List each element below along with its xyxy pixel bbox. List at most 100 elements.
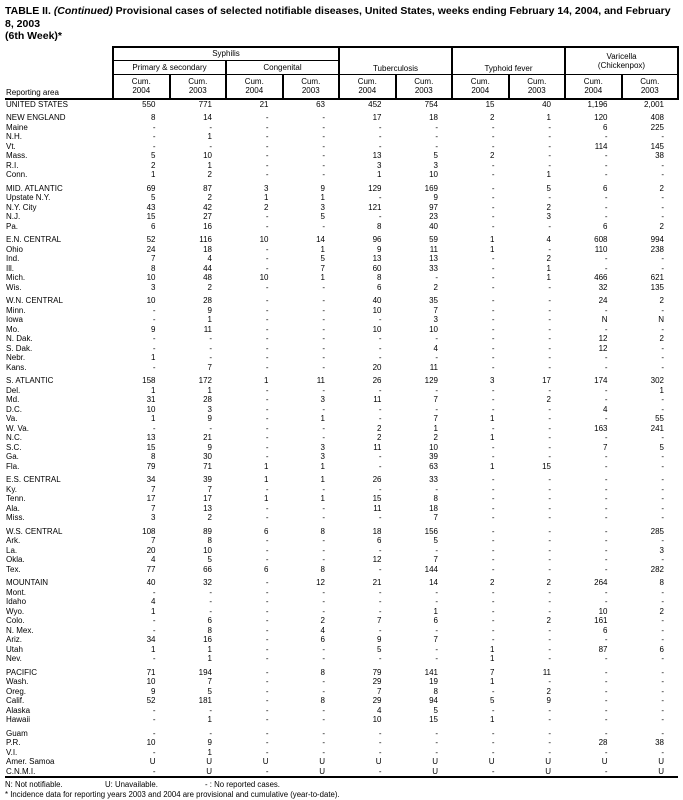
table-title-number: TABLE II.	[5, 5, 54, 17]
value-cell: 3	[151, 513, 156, 522]
value-cell: 608	[594, 235, 608, 244]
reporting-area-cell: Iowa	[6, 315, 23, 324]
value-cell: -	[265, 644, 269, 654]
value-cell: 4	[546, 235, 551, 244]
value-cell: 23	[429, 212, 438, 221]
value-cell: -	[661, 353, 664, 362]
table-title-continued: (Continued)	[53, 5, 113, 17]
value-cell: -	[491, 616, 495, 625]
value-cell: 1	[264, 461, 269, 471]
value-cell: -	[604, 715, 608, 724]
value-cell: -	[265, 705, 269, 715]
value-cell: 1	[207, 715, 212, 724]
value-cell: 1	[490, 677, 495, 686]
value-cell: -	[548, 654, 551, 663]
table-row: P.R. 10 9 - - - - - - 28 38	[5, 738, 678, 748]
value-cell: -	[265, 296, 269, 305]
value-cell: -	[604, 212, 608, 221]
value-cell: -	[322, 715, 325, 724]
value-cell: 18	[203, 244, 212, 254]
value-cell: 10	[203, 545, 212, 555]
value-cell: -	[548, 475, 551, 484]
value-cell: -	[548, 296, 551, 305]
value-cell: 66	[203, 564, 212, 574]
value-cell: 8	[659, 578, 664, 587]
value-cell: 40	[372, 296, 382, 305]
value-cell: 14	[429, 578, 438, 587]
table-row: N.H. - 1 - - - - - - - -	[5, 132, 678, 142]
value-cell: -	[604, 597, 608, 606]
value-cell: -	[604, 747, 608, 757]
value-cell: 7	[433, 414, 438, 423]
value-cell: -	[548, 644, 551, 654]
reporting-area-cell: V.I.	[6, 747, 18, 757]
value-cell: 7	[490, 667, 495, 677]
footnote-incidence-note: * Incidence data for reporting years 200…	[5, 790, 340, 799]
value-cell: 8	[151, 452, 156, 461]
footnote-no-reported-cases: - : No reported cases.	[205, 780, 280, 789]
value-cell: -	[378, 193, 382, 202]
value-cell: -	[491, 404, 495, 414]
reporting-area-cell: Miss.	[6, 513, 25, 522]
value-cell: 13	[146, 433, 156, 442]
value-cell: -	[152, 141, 156, 151]
value-cell: 28	[598, 738, 608, 747]
value-cell: 9	[377, 635, 382, 644]
value-cell: 17	[203, 494, 212, 503]
value-cell: -	[322, 296, 325, 305]
value-cell: 39	[203, 475, 212, 484]
value-cell: 21	[203, 433, 212, 442]
table-row: Ind. 7 4 - 5 13 13 - 2 - -	[5, 254, 678, 264]
value-cell: 121	[368, 202, 382, 212]
value-cell: -	[491, 315, 495, 324]
value-cell: 5	[151, 151, 156, 160]
value-cell: -	[378, 587, 382, 597]
value-cell: -	[322, 282, 325, 292]
value-cell: -	[661, 494, 664, 503]
value-cell: 2	[659, 334, 664, 343]
value-cell: -	[661, 587, 664, 597]
value-cell: -	[661, 503, 664, 513]
value-cell: 19	[429, 677, 438, 686]
value-cell: -	[548, 705, 551, 715]
value-cell: -	[548, 193, 551, 202]
value-cell: -	[265, 625, 269, 635]
reporting-area-cell: UNITED STATES	[6, 99, 68, 109]
reporting-area-cell: Minn.	[6, 305, 26, 315]
reporting-area-cell: Vt.	[6, 141, 16, 151]
column-header-cum-2003-9: Cum. 2003	[620, 74, 679, 100]
value-cell: -	[265, 587, 269, 597]
value-cell: -	[491, 296, 495, 305]
table-row: V.I. - 1 - - - - - - - -	[5, 748, 678, 758]
varicella-label-line2: (Chickenpox)	[597, 60, 646, 70]
value-cell: -	[435, 597, 438, 606]
value-cell: -	[322, 433, 325, 442]
value-cell: 4	[603, 404, 608, 414]
table-row: Ohio 24 18-1 9 11 1-110 238	[5, 245, 678, 255]
value-cell: -	[604, 587, 608, 597]
value-cell: -	[265, 667, 269, 677]
value-cell: 6	[151, 221, 156, 231]
value-cell: -	[322, 654, 325, 663]
value-cell: 466	[594, 273, 608, 282]
value-cell: 7	[433, 395, 438, 404]
value-cell: -	[322, 545, 325, 555]
value-cell: 302	[650, 376, 664, 385]
value-cell: -	[548, 151, 551, 160]
value-cell: -	[265, 513, 269, 522]
value-cell: 10	[372, 715, 382, 724]
value-cell: -	[152, 587, 156, 597]
value-cell: -	[604, 475, 608, 484]
table-row: Miss. 3 2 - - - 7 - - - -	[5, 513, 678, 523]
value-cell: 94	[429, 696, 438, 705]
value-cell: 238	[650, 244, 664, 254]
value-cell: -	[378, 461, 382, 471]
value-cell: -	[491, 597, 495, 606]
value-cell: 32	[598, 282, 608, 292]
value-cell: 18	[372, 526, 382, 536]
value-cell: 1	[490, 235, 495, 244]
value-cell: -	[661, 193, 664, 202]
value-cell: -	[604, 305, 608, 315]
value-cell: 2	[433, 433, 438, 442]
reporting-area-cell: Kans.	[6, 362, 27, 372]
